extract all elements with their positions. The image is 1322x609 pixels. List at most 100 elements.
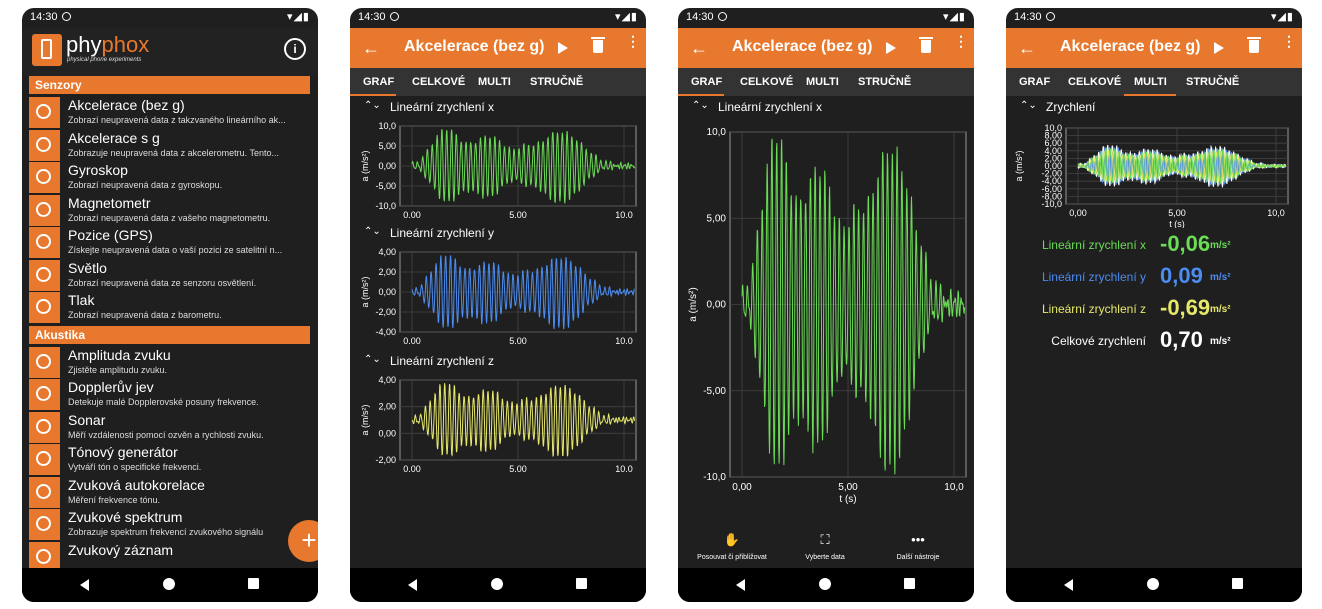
tab-strucne[interactable]: STRUČNĚ — [530, 76, 584, 88]
experiment-item[interactable]: Tlak Zobrazí neupravená data z barometru. — [29, 291, 310, 324]
experiment-item[interactable]: Zvuková autokorelace Měření frekvence tón… — [29, 476, 310, 509]
tab-celkove[interactable]: CELKOVÉ — [1068, 76, 1122, 88]
add-experiment-button[interactable]: + — [288, 520, 318, 562]
y-tick-label: 4,00 — [378, 247, 396, 257]
experiment-item[interactable]: Dopplerův jev Detekuje malé Dopplerovské … — [29, 378, 310, 411]
nav-recent-icon[interactable] — [248, 578, 259, 589]
experiment-item[interactable]: Gyroskop Zobrazí neupravená data z gyrosk… — [29, 161, 310, 194]
pan-zoom-label[interactable]: Posouvat či přibližovat — [697, 554, 767, 561]
experiment-item[interactable]: Akcelerace (bez g) Zobrazí neupravená dat… — [29, 96, 310, 129]
back-arrow-icon[interactable]: ← — [1018, 38, 1036, 58]
experiment-item[interactable]: Akcelerace s g Zobrazuje neupravená data … — [29, 129, 310, 162]
experiment-item[interactable]: Amplituda zvuku Zjistěte amplitudu zvuku. — [29, 346, 310, 379]
expand-collapse-icon[interactable]: ⌃⌄ — [364, 100, 381, 111]
experiment-title: Akcelerace (bez g) — [732, 38, 873, 55]
accelerometer-icon — [29, 97, 60, 128]
value-number: 0,70 — [1160, 327, 1203, 352]
graph-combined[interactable]: 10,08,006,004,002,000,00-2,00-4,00-6,00-… — [1006, 118, 1302, 228]
back-arrow-icon[interactable]: ← — [690, 38, 708, 58]
experiment-item[interactable]: Tónový generátor Vytváří tón o specifické… — [29, 443, 310, 476]
phone-multi-view: 14:30 ▾◢▮ ← Akcelerace (bez g) ⋮ GRAF CE… — [1006, 8, 1302, 602]
value-label: Celkové zrychlení — [1051, 334, 1146, 348]
nav-recent-icon[interactable] — [576, 578, 587, 589]
value-unit: m/s² — [1210, 240, 1231, 251]
recording-icon — [29, 541, 60, 573]
experiment-title: Sonar — [68, 411, 106, 428]
more-options-icon[interactable]: ⋮ — [954, 33, 968, 49]
experiment-item[interactable]: Sonar Měří vzdálenosti pomocí ozvěn a ryc… — [29, 411, 310, 444]
y-tick-label: 2,00 — [378, 267, 396, 277]
logo-main: phy — [66, 32, 102, 57]
nav-back-icon[interactable] — [80, 579, 89, 591]
nav-home-icon[interactable] — [1147, 578, 1159, 590]
more-tools-icon[interactable]: ••• — [911, 532, 925, 547]
tab-strucne[interactable]: STRUČNĚ — [1186, 76, 1240, 88]
y-tick-label: 4,00 — [378, 375, 396, 385]
experiment-description: Zobrazí neupravená data ze senzoru osvět… — [68, 277, 257, 288]
delete-icon[interactable] — [591, 37, 605, 53]
value-label: Lineární zrychlení y — [1041, 270, 1146, 284]
x-axis-label: t (s) — [1169, 219, 1185, 228]
nav-home-icon[interactable] — [163, 578, 175, 590]
tab-multi[interactable]: MULTI — [806, 76, 839, 88]
expand-collapse-icon[interactable]: ⌃⌄ — [1020, 100, 1037, 111]
experiment-item[interactable]: Zvukový záznam — [29, 541, 310, 574]
nav-home-icon[interactable] — [491, 578, 503, 590]
app-logo-text: phyphox — [66, 32, 149, 58]
select-data-label[interactable]: Vyberte data — [805, 554, 845, 561]
y-tick-label: -10,0 — [1041, 199, 1062, 209]
value-row: Lineární zrychlení y 0,09 m/s² — [1006, 262, 1302, 292]
phone-graph-view: 14:30 ▾◢▮ ← Akcelerace (bez g) ⋮ GRAF CE… — [350, 8, 646, 602]
back-arrow-icon[interactable]: ← — [362, 38, 380, 58]
tab-celkove[interactable]: CELKOVÉ — [412, 76, 466, 88]
y-tick-label: -10,0 — [703, 472, 726, 483]
experiment-description: Zobrazuje neupravená data z akcelerometr… — [68, 147, 279, 158]
dnd-icon — [390, 12, 399, 21]
nav-recent-icon[interactable] — [904, 578, 915, 589]
expand-collapse-icon[interactable]: ⌃⌄ — [692, 100, 709, 111]
x-axis-label: t (s) — [839, 494, 856, 505]
play-icon[interactable] — [886, 42, 896, 54]
nav-recent-icon[interactable] — [1232, 578, 1243, 589]
info-icon[interactable]: i — [284, 38, 306, 60]
tab-multi[interactable]: MULTI — [478, 76, 511, 88]
dnd-icon — [1046, 12, 1055, 21]
dnd-icon — [718, 12, 727, 21]
graph-large[interactable]: 10,0 5,00 0,00 -5,00 -10,0 0,00 5,00 10,0 t (s) a… — [678, 118, 974, 518]
tab-graf[interactable]: GRAF — [691, 76, 723, 88]
experiment-item[interactable]: Magnetometr Zobrazí neupravená data z vaš… — [29, 194, 310, 227]
experiment-item[interactable]: Pozice (GPS) Získejte neupravená data o v… — [29, 226, 310, 259]
phyphox-logo-icon — [32, 34, 62, 66]
series-x-line — [411, 129, 636, 204]
more-options-icon[interactable]: ⋮ — [626, 33, 640, 49]
tab-celkove[interactable]: CELKOVÉ — [740, 76, 794, 88]
nav-back-icon[interactable] — [1064, 579, 1073, 591]
experiment-title: Zvukový záznam — [68, 541, 174, 558]
tab-graf[interactable]: GRAF — [363, 76, 395, 88]
expand-collapse-icon[interactable]: ⌃⌄ — [364, 354, 381, 365]
delete-icon[interactable] — [919, 37, 933, 53]
category-header-senzory: Senzory — [29, 76, 310, 94]
more-options-icon[interactable]: ⋮ — [1282, 33, 1296, 49]
expand-collapse-icon[interactable]: ⌃⌄ — [364, 226, 381, 237]
nav-home-icon[interactable] — [819, 578, 831, 590]
nav-back-icon[interactable] — [408, 579, 417, 591]
select-data-icon[interactable]: ⛶ — [820, 532, 830, 547]
experiment-description: Detekuje malé Dopplerovské posuny frekve… — [68, 397, 259, 407]
more-tools-label[interactable]: Další nástroje — [896, 554, 940, 561]
play-icon[interactable] — [1214, 42, 1224, 54]
play-icon[interactable] — [558, 42, 568, 54]
tab-multi[interactable]: MULTI — [1134, 76, 1167, 88]
experiment-item[interactable]: Zvukové spektrum Zobrazuje spektrum frekv… — [29, 508, 310, 541]
experiment-item[interactable]: Světlo Zobrazí neupravená data ze senzoru… — [29, 259, 310, 292]
delete-icon[interactable] — [1247, 37, 1261, 53]
tab-graf[interactable]: GRAF — [1019, 76, 1051, 88]
spectrum-icon — [29, 509, 60, 540]
tab-strucne[interactable]: STRUČNĚ — [858, 76, 912, 88]
nav-back-icon[interactable] — [736, 579, 745, 591]
graph-title: Lineární zrychlení z — [390, 354, 495, 368]
pan-zoom-icon[interactable]: ✋ — [723, 532, 741, 547]
